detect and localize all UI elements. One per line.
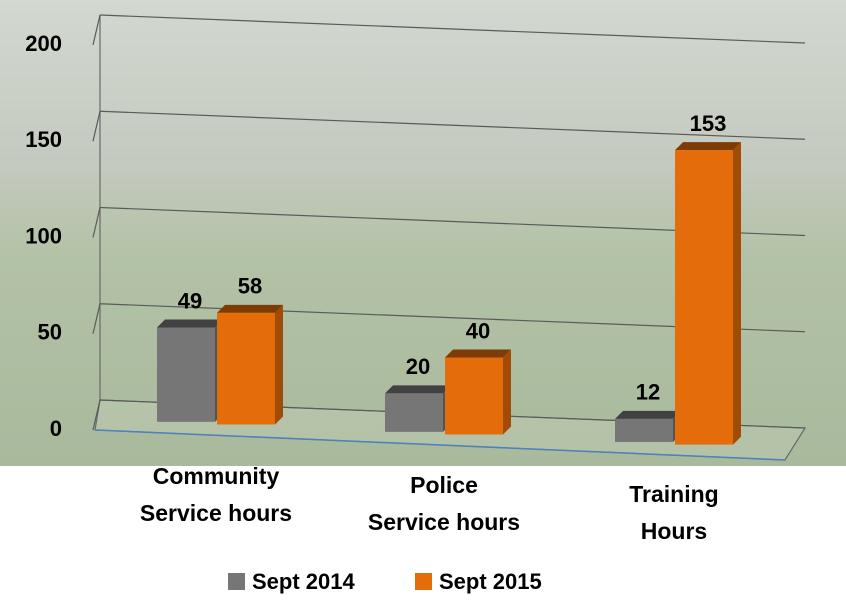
legend-swatch (415, 573, 432, 590)
grid-side (92, 399, 101, 431)
grid-side (92, 14, 101, 46)
bar-side (503, 349, 511, 435)
data-label: 40 (466, 318, 490, 343)
x-tick-label: Police Service hours (367, 472, 521, 536)
bar-side (733, 142, 741, 445)
bar (385, 393, 443, 432)
legend-label: Sept 2014 (252, 569, 355, 594)
y-tick-label: 200 (25, 31, 62, 56)
y-tick-label: 50 (38, 320, 62, 345)
legend-label: Sept 2015 (439, 569, 542, 594)
bar-top (615, 410, 681, 419)
bar (157, 327, 215, 422)
x-axis (94, 429, 786, 461)
data-label: 58 (238, 274, 262, 299)
bar-top (675, 142, 741, 151)
bar (217, 312, 275, 425)
grid-line (99, 110, 806, 140)
bar-side (275, 304, 283, 425)
data-label: 12 (636, 380, 660, 405)
grid-line (99, 14, 806, 44)
bar-top (385, 385, 451, 394)
bar (615, 418, 673, 442)
data-label: 153 (690, 111, 727, 136)
data-label: 20 (406, 354, 430, 379)
bar (675, 150, 733, 445)
bar-top (445, 349, 511, 358)
grid-side (92, 111, 101, 142)
bar (445, 357, 503, 435)
bar-top (217, 304, 283, 313)
x-tick-label: Community Service hours (139, 463, 293, 526)
plot: 0 50 100 150 200 49 58 20 40 12 153 Sept 2014 Sept 2… (25, 14, 807, 594)
legend-swatch (228, 573, 245, 590)
data-label: 49 (178, 288, 202, 313)
bar-top (157, 319, 223, 328)
x-tick-label: Training Hours (629, 481, 719, 545)
grid-side (92, 303, 101, 334)
y-tick-label: 100 (25, 223, 62, 248)
y-tick-label: 150 (25, 127, 62, 152)
grid-side (92, 207, 101, 238)
y-tick-label: 0 (50, 416, 62, 441)
